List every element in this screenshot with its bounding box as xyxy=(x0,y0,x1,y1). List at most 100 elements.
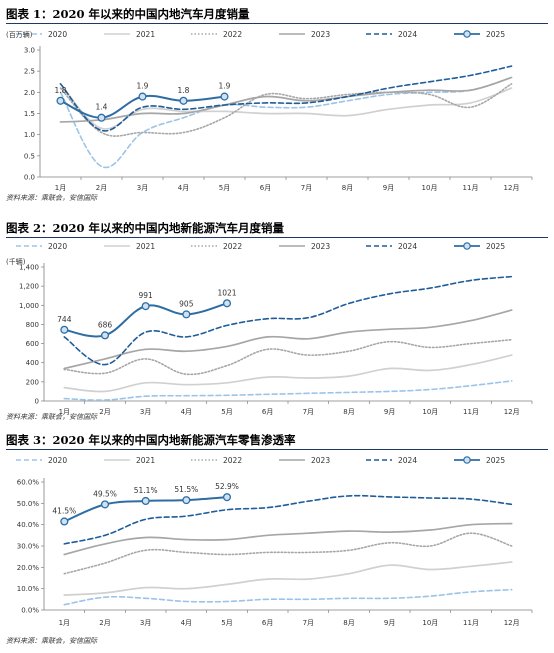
y-tick-label: 1,000 xyxy=(19,302,39,310)
x-tick-label: 10月 xyxy=(422,408,438,416)
data-point-2025 xyxy=(141,496,150,506)
unit-label: (百万辆) xyxy=(6,30,33,39)
x-tick-label: 1月 xyxy=(59,619,70,627)
data-label-2025: 744 xyxy=(57,315,72,324)
legend-label-2020: 2020 xyxy=(48,456,67,465)
y-tick-label: 0.0 xyxy=(24,174,35,182)
legend-label-2021: 2021 xyxy=(136,242,155,251)
series-line-2023 xyxy=(63,522,513,556)
figure-3-rule xyxy=(6,449,548,450)
data-point-2025 xyxy=(222,493,232,502)
y-tick-label: 200 xyxy=(26,378,39,386)
series-line-2023 xyxy=(63,309,513,370)
y-tick-label: 10.0% xyxy=(17,585,40,593)
data-label-2025: 1.9 xyxy=(219,82,231,91)
x-tick-label: 9月 xyxy=(384,619,395,627)
figure-1-rule xyxy=(6,23,548,24)
x-tick-label: 2月 xyxy=(99,408,110,416)
figure-1-source: 资料来源：乘联会，安信国际 xyxy=(6,194,97,202)
figure-3-source: 资料来源：乘联会，安信国际 xyxy=(6,637,97,645)
data-label-2025: 1.9 xyxy=(137,82,149,91)
y-tick-label: 50.0% xyxy=(17,500,40,508)
figure-2-source: 资料来源：乘联会，安信国际 xyxy=(6,413,97,421)
x-tick-label: 6月 xyxy=(262,619,273,627)
data-point-2025 xyxy=(56,96,65,105)
data-label-2025: 49.5% xyxy=(93,489,117,498)
y-tick-label: 0.0% xyxy=(21,607,39,615)
chart-1-sales: 2020 2021 2022 2023 2024 2025 (百万辆) 0.0 0.5 1.0 1.… xyxy=(6,30,533,192)
x-tick-label: 8月 xyxy=(343,408,354,416)
series-line-2022 xyxy=(63,338,513,376)
series-line-2022 xyxy=(59,83,513,137)
data-point-2025 xyxy=(97,113,106,122)
data-point-2025 xyxy=(141,302,150,311)
y-tick-label: 60.0% xyxy=(17,479,40,487)
x-tick-label: 9月 xyxy=(383,184,394,192)
y-tick-label: 1,200 xyxy=(19,283,39,291)
data-label-2025: 41.5% xyxy=(52,506,76,515)
y-tick-label: 2.0 xyxy=(24,89,35,97)
x-tick-label: 8月 xyxy=(343,619,354,627)
data-label-2025: 52.9% xyxy=(215,482,239,491)
x-tick-label: 2月 xyxy=(99,619,110,627)
series-line-2022 xyxy=(63,532,513,575)
x-tick-label: 10月 xyxy=(422,184,438,192)
data-label-2025: 51.1% xyxy=(134,486,158,495)
data-label-2025: 1.4 xyxy=(96,103,108,112)
series-line-2020 xyxy=(63,588,513,606)
data-point-2025 xyxy=(182,310,191,319)
x-tick-label: 3月 xyxy=(140,408,151,416)
y-tick-label: 400 xyxy=(26,359,39,367)
legend-label-2025: 2025 xyxy=(486,30,505,39)
data-label-2025: 686 xyxy=(98,320,113,329)
data-label-2025: 991 xyxy=(139,291,154,300)
x-tick-label: 1月 xyxy=(55,184,66,192)
x-tick-label: 4月 xyxy=(181,619,192,627)
chart-3-nev-penetration: 2020 2021 2022 2023 2024 2025 0.0% 10.0% 20.0% 30… xyxy=(16,456,533,627)
legend-label-2024: 2024 xyxy=(398,456,417,465)
y-tick-label: 20.0% xyxy=(17,564,40,572)
x-tick-label: 5月 xyxy=(221,619,232,627)
data-label-2025: 51.5% xyxy=(174,485,198,494)
x-tick-label: 1月 xyxy=(59,408,70,416)
y-tick-label: 0 xyxy=(35,398,39,406)
x-tick-label: 3月 xyxy=(137,184,148,192)
data-point-2025 xyxy=(182,496,191,505)
x-tick-label: 4月 xyxy=(181,408,192,416)
y-tick-label: 1,400 xyxy=(19,264,39,272)
legend-label-2025: 2025 xyxy=(486,456,505,465)
data-point-2025 xyxy=(100,500,110,509)
x-tick-label: 11月 xyxy=(463,184,479,192)
x-tick-label: 12月 xyxy=(504,408,520,416)
x-tick-label: 6月 xyxy=(260,184,271,192)
series-line-2021 xyxy=(59,83,513,130)
series-line-2020 xyxy=(63,380,513,401)
figure-3: 图表 3：2020 年以来的中国内地新能源汽车零售渗透率 2020 2021 202… xyxy=(0,428,554,653)
legend-label-2024: 2024 xyxy=(398,242,417,251)
figure-2-rule xyxy=(6,237,548,238)
y-tick-label: 600 xyxy=(26,340,39,348)
data-label-2025: 1021 xyxy=(217,288,236,297)
x-tick-label: 10月 xyxy=(422,619,438,627)
data-point-2025 xyxy=(179,96,188,105)
x-tick-label: 11月 xyxy=(463,619,479,627)
y-tick-label: 3.0 xyxy=(24,47,35,55)
x-tick-label: 3月 xyxy=(140,619,151,627)
x-tick-label: 7月 xyxy=(303,408,314,416)
data-label-2025: 905 xyxy=(179,299,194,308)
legend-marker-2025 xyxy=(463,30,471,38)
x-tick-label: 2月 xyxy=(96,184,107,192)
figure-1-title: 图表 1：2020 年以来的中国内地汽车月度销量 xyxy=(6,7,250,21)
x-tick-label: 4月 xyxy=(178,184,189,192)
x-tick-label: 11月 xyxy=(463,408,479,416)
legend-label-2023: 2023 xyxy=(311,456,330,465)
legend-label-2021: 2021 xyxy=(136,30,155,39)
x-tick-label: 5月 xyxy=(219,184,230,192)
legend-label-2021: 2021 xyxy=(136,456,155,465)
legend-marker-2025 xyxy=(463,242,471,250)
x-tick-label: 8月 xyxy=(342,184,353,192)
legend-label-2022: 2022 xyxy=(223,30,242,39)
x-tick-label: 12月 xyxy=(504,184,520,192)
series-line-2024 xyxy=(63,494,513,545)
x-tick-label: 7月 xyxy=(301,184,312,192)
